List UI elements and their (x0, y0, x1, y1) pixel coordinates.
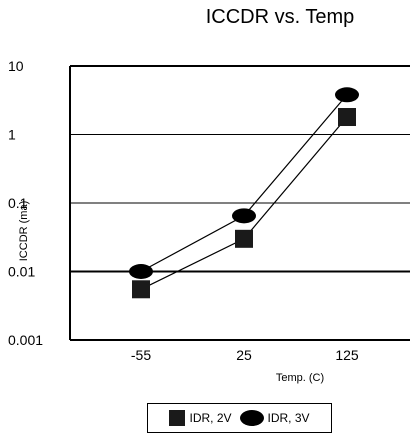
plot-area: 10 1 0.1 0.01 0.001 -55 25 125 (8, 58, 410, 363)
legend-item-series-1: IDR, 2V (169, 410, 232, 426)
data-point-s2-1 (232, 208, 256, 224)
y-tick-label-1: 1 (8, 127, 16, 143)
legend-label-series-2: IDR, 3V (267, 411, 310, 425)
y-tick-label-3: 0.01 (8, 264, 35, 280)
data-point-s1-2 (338, 108, 356, 127)
y-tick-label-0: 10 (8, 58, 24, 74)
y-tick-label-4: 0.001 (8, 332, 43, 348)
x-tick-label-0: -55 (131, 347, 151, 363)
x-axis-label: Temp. (C) (275, 372, 325, 384)
data-point-s1-0 (132, 280, 150, 299)
data-point-s1-1 (235, 229, 253, 248)
y-tick-label-2: 0.1 (8, 195, 28, 211)
legend-label-series-1: IDR, 2V (189, 411, 232, 425)
x-tick-label-1: 25 (236, 347, 252, 363)
data-point-s2-2 (335, 87, 359, 103)
square-marker-icon (169, 410, 186, 426)
x-tick-label-2: 125 (335, 347, 359, 363)
data-point-s2-0 (129, 264, 153, 279)
chart-title: ICCDR vs. Temp (205, 6, 355, 28)
ellipse-marker-icon (239, 410, 264, 426)
legend-item-series-2: IDR, 3V (239, 410, 310, 426)
legend: IDR, 2V IDR, 3V (147, 403, 332, 433)
